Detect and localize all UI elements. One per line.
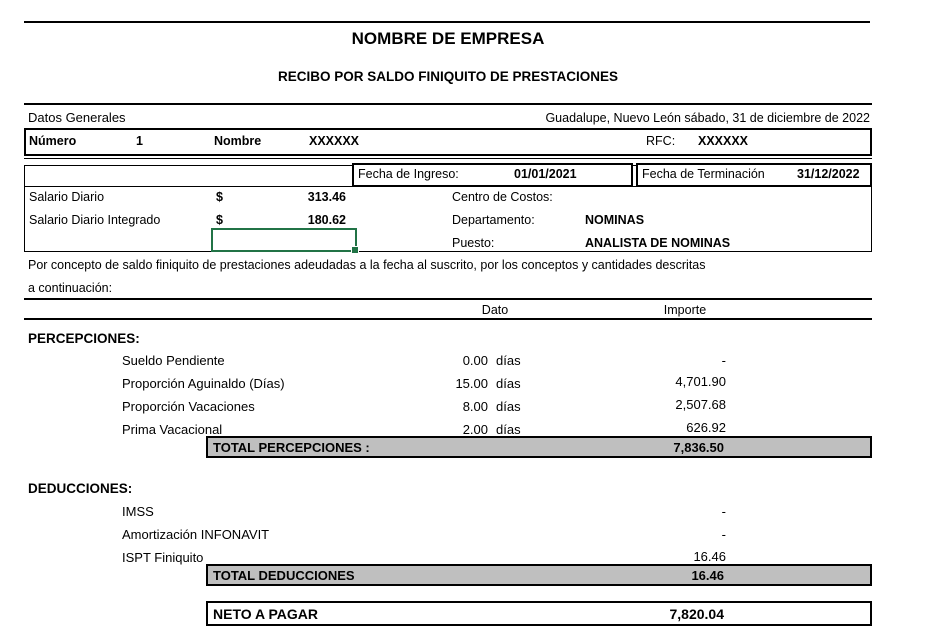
percepcion-importe: 2,507.68 [675, 397, 726, 412]
fecha-terminacion-label: Fecha de Terminación [642, 167, 765, 181]
deduccion-label: ISPT Finiquito [122, 550, 204, 565]
receipt-title: RECIBO POR SALDO FINIQUITO DE PRESTACION… [277, 69, 619, 84]
id-box-underline [24, 158, 872, 159]
place-date: Guadalupe, Nuevo León sábado, 31 de dici… [545, 111, 870, 125]
neto-a-pagar-box: NETO A PAGAR 7,820.04 [206, 601, 872, 626]
salario-diario-currency: $ [216, 190, 223, 204]
deduccion-importe: 16.46 [693, 549, 726, 564]
fecha-ingreso-label: Fecha de Ingreso: [358, 167, 459, 181]
salario-integrado-currency: $ [216, 213, 223, 227]
numero-label: Número [29, 134, 77, 148]
title-rule [24, 103, 872, 105]
neto-a-pagar-label: NETO A PAGAR [213, 606, 319, 622]
top-rule [24, 21, 870, 23]
concepto-line1: Por concepto de saldo finiquito de prest… [28, 258, 706, 272]
concepto-line2: a continuación: [28, 281, 113, 295]
col-header-importe: Importe [663, 303, 707, 317]
header-rule-top [24, 298, 872, 300]
percepcion-unit: días [496, 376, 521, 391]
fecha-terminacion-value[interactable]: 31/12/2022 [797, 167, 860, 181]
header-rule-bottom [24, 318, 872, 320]
salario-diario-value[interactable]: 313.46 [307, 190, 346, 204]
salario-integrado-value[interactable]: 180.62 [307, 213, 346, 227]
col-header-dato: Dato [481, 303, 509, 317]
nombre-value[interactable]: XXXXXX [309, 134, 360, 148]
percepcion-label: Proporción Aguinaldo (Días) [122, 376, 285, 391]
neto-a-pagar-value: 7,820.04 [669, 606, 725, 622]
percepcion-importe: 626.92 [686, 420, 726, 435]
salario-integrado-label: Salario Diario Integrado [29, 213, 161, 227]
deduccion-label: Amortización INFONAVIT [122, 527, 270, 542]
total-percepciones-bar: TOTAL PERCEPCIONES : 7,836.50 [206, 436, 872, 458]
salario-diario-label: Salario Diario [29, 190, 105, 204]
percepcion-dato: 2.00 [462, 422, 488, 437]
percepcion-unit: días [496, 353, 521, 368]
puesto-value[interactable]: ANALISTA DE NOMINAS [585, 236, 731, 250]
percepcion-unit: días [496, 422, 521, 437]
total-deducciones-value: 16.46 [691, 568, 724, 583]
percepciones-title: PERCEPCIONES: [28, 331, 140, 346]
fecha-ingreso-box [352, 163, 633, 187]
numero-value[interactable]: 1 [136, 134, 143, 148]
rfc-value[interactable]: XXXXXX [698, 134, 749, 148]
selection-fill-handle-icon[interactable] [351, 246, 359, 254]
total-deducciones-label: TOTAL DEDUCCIONES [213, 568, 355, 583]
rfc-label: RFC: [646, 134, 676, 148]
departamento-value[interactable]: NOMINAS [585, 213, 645, 227]
fecha-terminacion-box [636, 163, 872, 187]
percepcion-label: Proporción Vacaciones [122, 399, 255, 414]
selected-cell[interactable] [211, 228, 359, 254]
deduccion-importe: - [721, 527, 726, 542]
percepcion-unit: días [496, 399, 521, 414]
datos-generales-label: Datos Generales [28, 110, 126, 125]
percepcion-dato: 0.00 [462, 353, 488, 368]
deduccion-importe: - [721, 504, 726, 519]
deducciones-title: DEDUCCIONES: [28, 481, 133, 496]
total-percepciones-value: 7,836.50 [673, 440, 724, 455]
percepcion-dato: 8.00 [462, 399, 488, 414]
deduccion-label: IMSS [122, 504, 154, 519]
percepcion-importe: - [721, 353, 726, 368]
total-deducciones-bar: TOTAL DEDUCCIONES 16.46 [206, 564, 872, 586]
fecha-ingreso-value[interactable]: 01/01/2021 [514, 167, 577, 181]
percepcion-dato: 15.00 [455, 376, 488, 391]
nombre-label: Nombre [214, 134, 262, 148]
departamento-label: Departamento: [452, 213, 535, 227]
total-percepciones-label: TOTAL PERCEPCIONES : [213, 440, 370, 455]
percepcion-label: Prima Vacacional [122, 422, 223, 437]
company-title: NOMBRE DE EMPRESA [351, 29, 545, 48]
percepcion-label: Sueldo Pendiente [122, 353, 225, 368]
centro-costos-label: Centro de Costos: [452, 190, 553, 204]
puesto-label: Puesto: [452, 236, 495, 250]
employee-id-box [24, 128, 872, 156]
percepcion-importe: 4,701.90 [675, 374, 726, 389]
